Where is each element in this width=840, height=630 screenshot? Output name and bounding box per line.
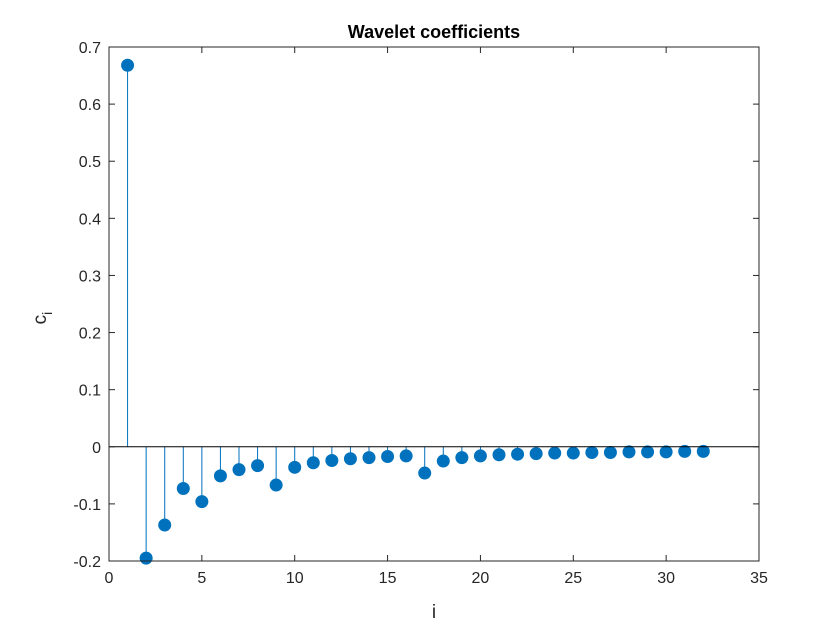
stem-marker xyxy=(473,449,487,463)
stem-marker xyxy=(306,456,320,470)
y-tick-label: 0.5 xyxy=(79,154,101,171)
x-tick-label: 25 xyxy=(564,570,582,587)
stem-marker xyxy=(436,454,450,468)
stem-marker xyxy=(603,445,617,459)
stem-marker xyxy=(362,451,376,465)
y-axis-label: ci xyxy=(30,312,55,325)
stem-marker xyxy=(492,448,506,462)
y-tick-label: 0.2 xyxy=(79,326,101,343)
x-tick-label: 5 xyxy=(197,570,206,587)
y-tick-label: 0 xyxy=(92,440,101,457)
stem-marker xyxy=(641,445,655,459)
x-tick-label: 30 xyxy=(657,570,675,587)
y-tick-label: 0.4 xyxy=(79,211,101,228)
stem-marker xyxy=(399,449,413,463)
stem-marker xyxy=(195,495,209,509)
x-tick-label: 15 xyxy=(379,570,397,587)
axes-layer xyxy=(108,46,760,562)
stem-marker xyxy=(529,447,543,461)
y-tick-label: 0.6 xyxy=(79,97,101,114)
stems-layer xyxy=(121,58,710,565)
stem-marker xyxy=(232,463,246,477)
stem-marker xyxy=(343,452,357,466)
y-tick-label: 0.7 xyxy=(79,40,101,57)
stem-marker xyxy=(381,449,395,463)
stem-marker xyxy=(696,444,710,458)
stem-marker xyxy=(121,58,135,72)
stem-marker xyxy=(158,518,172,532)
stem-marker xyxy=(418,466,432,480)
x-tick-label: 10 xyxy=(286,570,304,587)
stem-marker xyxy=(176,481,190,495)
stem-marker xyxy=(325,453,339,467)
stem-marker xyxy=(269,478,283,492)
stem-marker xyxy=(213,469,227,483)
x-tick-label: 0 xyxy=(105,570,114,587)
stem-marker xyxy=(548,446,562,460)
plot-frame xyxy=(108,46,760,562)
stem-marker xyxy=(288,460,302,474)
stem-marker xyxy=(585,445,599,459)
ticks-layer: 0 5 10 15 20 25 30 35 -0.2 -0.1 0 0.1 0.2 0.3 0.4 0.5 0.… xyxy=(73,40,768,587)
stem-marker xyxy=(139,551,153,565)
y-tick-label: -0.1 xyxy=(73,497,101,514)
stem-marker xyxy=(566,446,580,460)
stem-marker xyxy=(511,447,525,461)
y-axis-label-sub: i xyxy=(39,312,55,315)
stem-marker xyxy=(251,459,265,473)
y-tick-label: 0.3 xyxy=(79,268,101,285)
stem-marker xyxy=(678,444,692,458)
x-tick-label: 35 xyxy=(750,570,768,587)
stem-marker xyxy=(622,445,636,459)
x-tick-label: 20 xyxy=(472,570,490,587)
y-tick-label: -0.2 xyxy=(73,554,101,571)
stem-marker xyxy=(659,445,673,459)
chart-title: Wavelet coefficients xyxy=(348,22,520,42)
x-axis-label: i xyxy=(432,602,436,623)
y-tick-label: 0.1 xyxy=(79,383,101,400)
y-axis-label-main: c xyxy=(30,315,51,325)
stem-marker xyxy=(455,451,469,465)
